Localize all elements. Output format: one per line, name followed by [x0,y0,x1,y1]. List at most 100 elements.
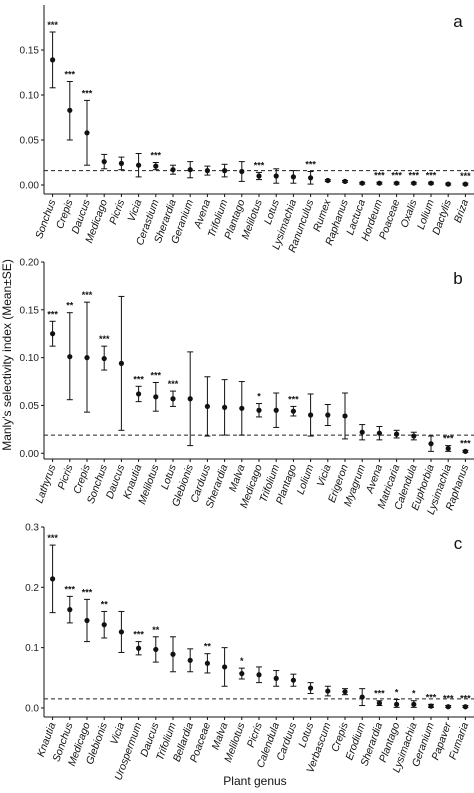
panel-c: 0.00.10.20.3c***Knautia***Sonchus***Medi… [25,523,474,782]
mean-point [359,180,365,186]
category-label: Lathyrus [33,462,58,505]
mean-point [359,429,365,435]
y-tick-label: 0.1 [25,643,39,654]
mean-point [462,181,468,187]
significance-label: * [395,688,399,698]
y-tick-label: 0.10 [20,353,40,364]
y-tick-label: 0.20 [20,258,40,269]
significance-label: *** [133,374,144,384]
y-tick-label: 0.15 [20,46,40,57]
mean-point [187,167,193,173]
mean-point [101,355,107,362]
significance-label: *** [65,70,76,80]
mean-point [376,180,382,186]
mean-point [153,646,159,653]
mean-point [290,408,296,414]
mean-point [411,180,417,186]
category-label: Picris [107,197,127,226]
mean-point [187,396,193,402]
mean-point [308,412,314,418]
significance-label: *** [82,290,93,300]
mean-point [118,160,124,166]
mean-point [411,701,417,707]
significance-label: *** [254,160,265,170]
mean-point [204,403,210,410]
significance-label: *** [443,694,454,704]
y-tick-label: 0.15 [20,305,40,316]
y-tick-label: 0.05 [20,401,40,412]
mean-point [67,107,73,113]
mean-point [342,178,348,184]
panels: 0.000.050.100.15a***Sonchus***Crepis***D… [20,5,474,782]
significance-label: *** [99,334,110,344]
mean-point [170,396,176,402]
mean-point [428,180,434,186]
significance-label: * [257,392,261,402]
significance-label: *** [82,587,93,597]
mean-point [187,657,193,663]
significance-label: *** [65,584,76,594]
significance-label: * [240,656,244,666]
significance-label: *** [151,151,162,161]
y-tick-label: 0.00 [20,181,40,192]
mean-point [256,672,262,678]
mean-point [222,664,228,670]
mean-point [325,412,331,418]
significance-label: *** [374,689,385,699]
significance-label: *** [82,88,93,98]
mean-point [222,168,228,174]
mean-point [256,173,262,179]
mean-point [342,413,348,419]
panel-letter: b [453,269,462,288]
mean-point [101,622,107,628]
mean-point [256,407,262,413]
mean-point [239,670,245,677]
mean-point [376,700,382,706]
mean-point [445,704,451,710]
panel-b: 0.000.050.100.150.20b***Lathyrus**Picris… [20,258,474,516]
significance-label: ** [204,642,212,652]
mean-point [50,57,56,63]
significance-label: *** [391,170,402,180]
significance-label: *** [443,434,454,444]
mean-point [204,660,210,666]
mean-point [118,629,124,635]
mean-point [67,607,73,613]
mean-point [153,394,159,400]
y-tick-label: 0.0 [25,703,39,714]
mean-point [273,675,279,681]
mean-point [308,175,314,181]
mean-point [462,448,468,454]
mean-point [84,130,90,136]
mean-point [445,445,451,452]
mean-point [290,174,296,180]
y-tick-label: 0.05 [20,136,40,147]
significance-label: *** [168,379,179,389]
significance-label: ** [152,625,160,635]
mean-point [325,688,331,694]
mean-point [342,689,348,695]
mean-point [445,181,451,187]
y-tick-label: 0.00 [20,449,40,460]
y-tick-label: 0.3 [25,523,39,534]
y-tick-label: 0.2 [25,583,39,594]
y-tick-label: 0.10 [20,91,40,102]
mean-point [170,651,176,657]
significance-label: *** [305,160,316,170]
mean-point [136,645,142,651]
mean-point [136,391,142,397]
panel-a: 0.000.050.100.15a***Sonchus***Crepis***D… [20,5,474,254]
x-axis-title: Plant genus [223,774,286,788]
significance-label: *** [151,370,162,380]
significance-label: *** [409,170,420,180]
mean-point [239,405,245,411]
mean-point [394,431,400,437]
mean-point [204,168,210,174]
mean-point [67,354,73,360]
mean-point [118,360,124,366]
significance-label: ** [66,301,74,311]
mean-point [411,433,417,439]
mean-point [273,407,279,413]
significance-label: *** [374,170,385,180]
significance-label: *** [426,692,437,702]
